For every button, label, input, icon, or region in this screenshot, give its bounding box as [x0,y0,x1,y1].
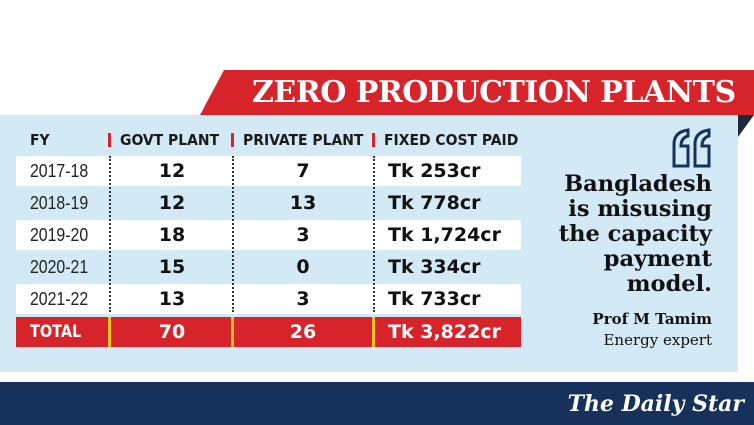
header-fy: FY [30,131,50,149]
panel-fold-corner [738,115,754,137]
quote-author-role: Energy expert [603,331,712,349]
publication-logo: The Daily Star [567,391,744,417]
total-label: TOTAL [30,322,82,342]
cell-private: 3 [296,224,310,246]
cell-fy: 2019-20 [30,225,89,245]
header-marker [231,133,234,147]
header-marker [108,133,111,147]
footer-bar [0,382,754,425]
column-divider [109,156,111,312]
header-private-plant: PRIVATE PLANT [243,131,364,149]
cell-cost: Tk 733cr [388,288,481,310]
cell-private: 13 [289,192,317,214]
quote-line: Bangladesh [564,171,712,197]
cell-govt: 12 [158,192,186,214]
table-row [16,252,521,282]
header-marker [372,133,375,147]
quote-line: payment [603,246,712,272]
total-govt: 70 [158,321,186,343]
cell-cost: Tk 334cr [388,256,481,278]
quote-marks-icon [672,128,711,168]
cell-fy: 2021-22 [30,289,89,309]
quote-line: the capacity [558,221,712,247]
cell-cost: Tk 1,724cr [388,224,501,246]
column-divider [373,156,375,312]
header-govt-plant: GOVT PLANT [120,131,220,149]
total-divider [372,317,375,347]
cell-fy: 2017-18 [30,161,89,181]
cell-govt: 12 [158,160,186,182]
cell-private: 0 [296,256,310,278]
cell-govt: 13 [158,288,186,310]
cell-fy: 2018-19 [30,193,89,213]
total-cost: Tk 3,822cr [388,321,501,343]
cell-govt: 15 [158,256,186,278]
cell-fy: 2020-21 [30,257,89,277]
total-divider [108,317,111,347]
table-row [16,284,521,314]
header-fixed-cost: FIXED COST PAID [384,131,519,149]
table-row [16,188,521,218]
table-row [16,156,521,186]
cell-private: 7 [296,160,310,182]
total-divider [231,317,234,347]
total-row [16,317,521,347]
quote-text: Bangladesh is misusing the capacity paym… [530,172,712,297]
cell-cost: Tk 778cr [388,192,481,214]
quote-line: is misusing [568,196,712,222]
cell-private: 3 [296,288,310,310]
cell-cost: Tk 253cr [388,160,481,182]
page-title: ZERO PRODUCTION PLANTS [252,75,736,110]
cell-govt: 18 [158,224,186,246]
table-row [16,220,521,250]
total-private: 26 [289,321,317,343]
column-divider [232,156,234,312]
title-banner [200,70,754,115]
quote-author: Prof M Tamim [592,310,712,328]
quote-line: model. [626,271,712,297]
